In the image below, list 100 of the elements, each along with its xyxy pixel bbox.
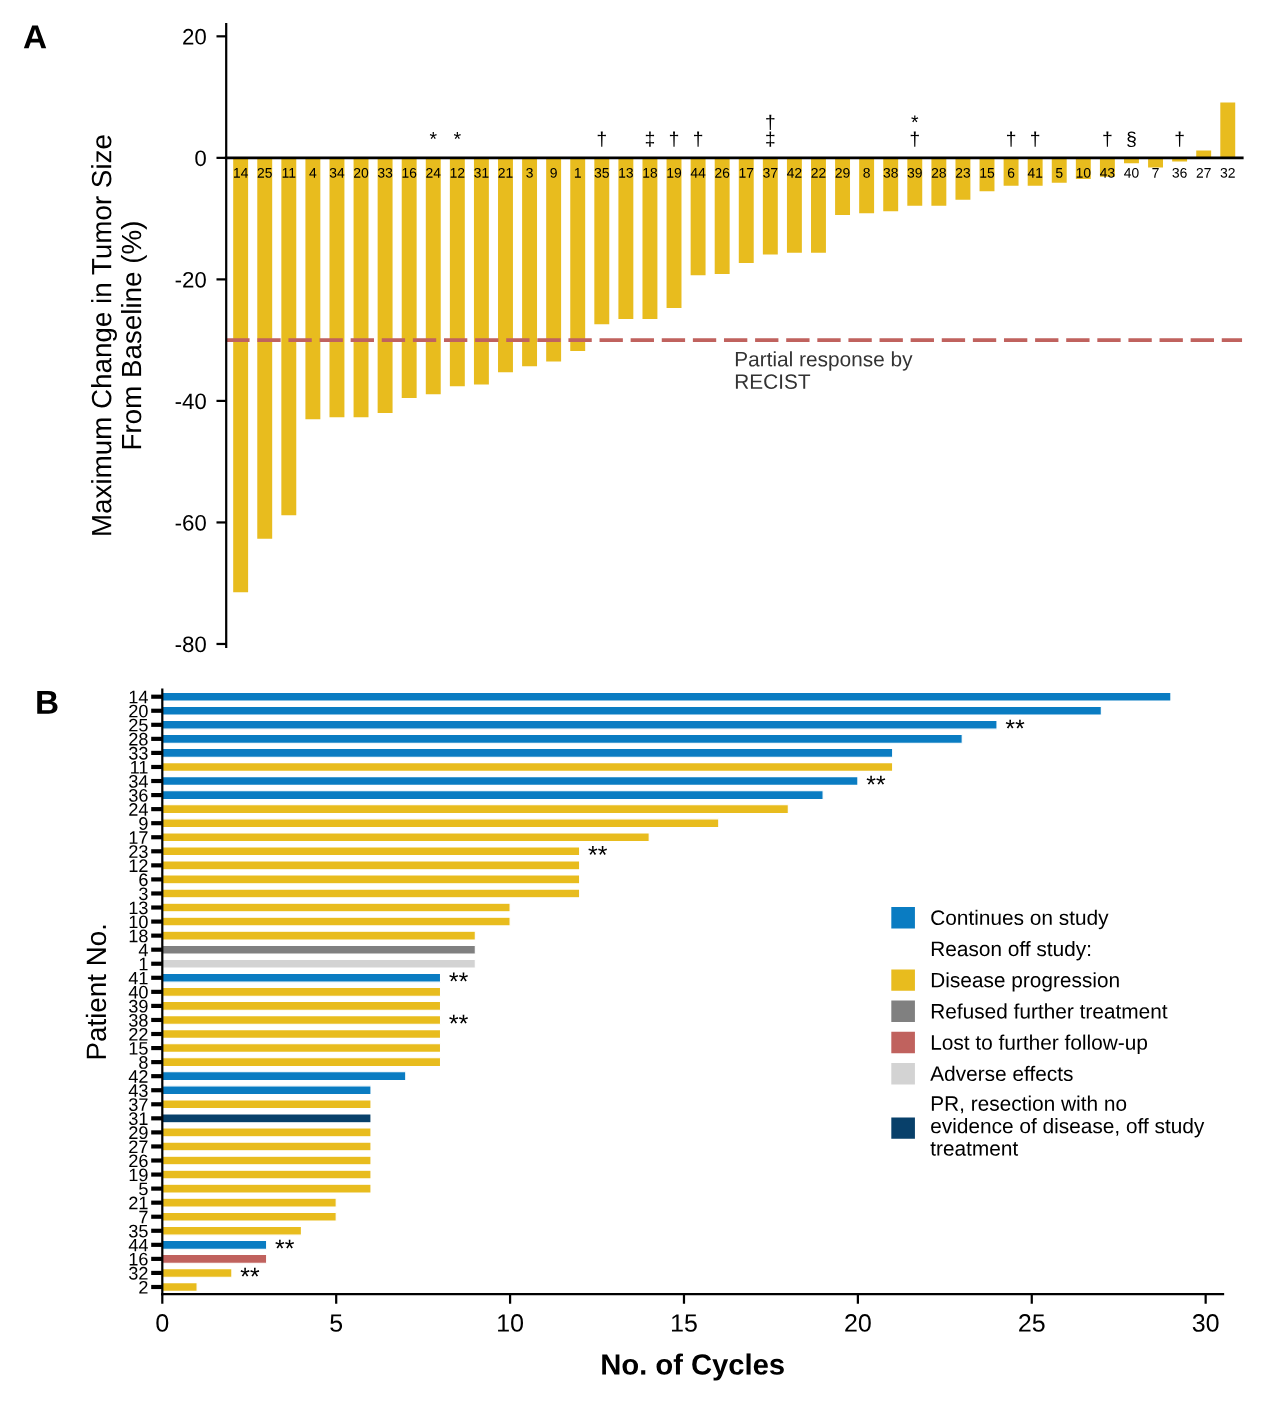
y-tick-label: 24 — [129, 803, 148, 816]
bar — [162, 916, 511, 927]
y-tick-label: 23 — [129, 845, 148, 859]
bar — [618, 157, 634, 319]
bar — [162, 818, 720, 829]
y-tick-label: 41 — [128, 971, 148, 985]
y-tick-label: 37 — [129, 1098, 148, 1111]
annotation: ** — [1005, 719, 1025, 729]
y-tick-label: 40 — [128, 985, 148, 999]
y-tick-label: -80 — [175, 636, 206, 653]
y-tick-label: 11 — [131, 761, 148, 774]
bar — [162, 1253, 268, 1264]
legend-label: Lost to further follow-up — [931, 1034, 1148, 1054]
y-tick-label: 44 — [128, 1238, 148, 1252]
bar — [546, 157, 562, 362]
bar — [162, 1113, 372, 1124]
bar — [162, 944, 476, 955]
bar — [162, 1085, 372, 1096]
bar — [522, 157, 538, 367]
y-tick-label: 18 — [129, 929, 148, 943]
ref-line-label: Partial response by RECIST — [735, 351, 913, 389]
bar — [305, 157, 321, 420]
y-tick-label: 1 — [139, 957, 148, 971]
x-tick-label: 25 — [1019, 1314, 1045, 1332]
bar — [1148, 157, 1164, 168]
bar — [162, 832, 650, 843]
bar — [162, 888, 581, 899]
bar — [786, 157, 802, 253]
annotation: ** — [588, 846, 608, 855]
bar — [162, 748, 894, 758]
x-tick-label: 30 — [1192, 1314, 1219, 1332]
y-tick-label: 25 — [129, 718, 148, 732]
y-tick-label: 31 — [129, 1112, 148, 1126]
y-tick-label: 0 — [195, 150, 206, 167]
annotation: ** — [866, 775, 886, 785]
y-tick-label: 3 — [139, 887, 148, 901]
bar — [931, 157, 947, 206]
bar — [401, 157, 417, 398]
bar — [425, 157, 441, 395]
y-tick-label: 33 — [129, 746, 148, 760]
bar — [162, 804, 789, 815]
y-tick-label: 32 — [129, 1266, 148, 1280]
y-tick-label: 16 — [129, 1252, 148, 1266]
bar — [570, 157, 586, 352]
bar — [162, 1043, 442, 1053]
bar — [162, 1057, 442, 1068]
bar — [162, 1071, 407, 1082]
bar — [714, 157, 730, 274]
bar — [162, 1197, 337, 1208]
bar — [811, 157, 826, 253]
annotation: † — [1103, 131, 1112, 147]
annotation: † ‡ — [766, 114, 775, 147]
x-tick-label: 20 — [845, 1314, 871, 1332]
y-tick-label: 36 — [129, 789, 148, 802]
annotation: § — [1127, 131, 1136, 148]
chart-title: B — [37, 690, 58, 714]
bar — [162, 846, 581, 857]
bar — [1003, 157, 1019, 186]
bar — [690, 157, 706, 276]
annotation: † — [669, 131, 679, 147]
annotation: * — [453, 132, 461, 139]
bar — [162, 1282, 198, 1292]
y-tick-label: 29 — [129, 1126, 148, 1140]
bar — [642, 157, 658, 319]
bar — [162, 986, 442, 997]
bar — [594, 157, 610, 325]
x-tick-label: 0 — [156, 1314, 169, 1332]
y-tick-label: 7 — [139, 1210, 148, 1224]
annotation: ** — [275, 1239, 295, 1249]
y-tick-label: -60 — [175, 514, 206, 531]
y-tick-label: 10 — [129, 915, 148, 929]
bar — [666, 157, 682, 308]
bar — [353, 157, 369, 418]
bar — [498, 157, 513, 373]
y-tick-label: 9 — [139, 817, 148, 830]
bar — [162, 1127, 372, 1138]
annotation: ** — [449, 972, 468, 982]
y-tick-label: 15 — [129, 1042, 148, 1055]
y-tick-label: 43 — [128, 1084, 148, 1097]
bar — [162, 733, 963, 744]
bar — [162, 1015, 442, 1025]
annotation: † — [1006, 131, 1016, 147]
bar — [162, 1225, 302, 1236]
bar — [162, 972, 442, 983]
bar — [738, 157, 754, 263]
bar — [162, 790, 824, 800]
y-tick-label: 2 — [139, 1280, 148, 1294]
y-tick-label: 42 — [128, 1070, 148, 1083]
chart-title: A — [23, 25, 47, 49]
bar — [162, 776, 859, 786]
bar — [162, 902, 511, 913]
y-tick-label: 20 — [183, 28, 206, 45]
y-axis-title: Patient No. — [85, 925, 107, 1059]
bar — [1220, 102, 1236, 158]
annotation: † — [1175, 131, 1184, 147]
bar — [859, 157, 875, 214]
y-tick-label: 13 — [129, 901, 148, 915]
bar — [907, 157, 923, 206]
legend-label: Refused further treatment — [931, 1003, 1168, 1019]
bar — [162, 874, 581, 885]
